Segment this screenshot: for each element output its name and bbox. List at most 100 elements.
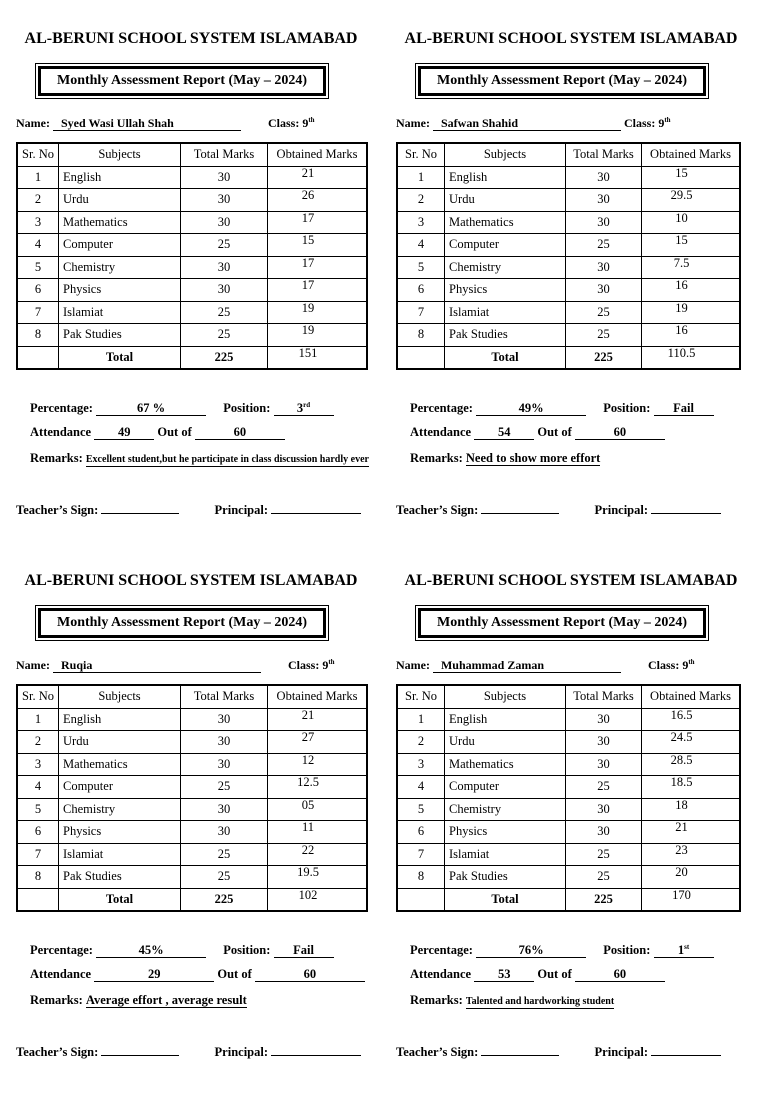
class-value: 9th [302,116,315,130]
sr-no: 1 [16,707,59,731]
subject: English [444,707,566,731]
remarks-row: Remarks: Excellent student,but he partic… [30,451,369,467]
remarks-value: Talented and hardworking student [465,996,615,1009]
subject: Chemistry [58,255,181,279]
table-row: 6 Physics 30 17 [16,278,368,302]
principal-sign-field[interactable] [651,513,722,514]
table-row: 8 Pak Studies 25 20 [396,865,741,889]
obtained-marks: 21 [267,165,368,189]
table-row: 5 Chemistry 30 17 [16,255,368,279]
grand-total: 225 [565,345,642,370]
sr-no: 3 [16,210,59,234]
subject: Mathematics [58,210,181,234]
subject: Computer [444,233,566,257]
name-label: Name: [396,658,430,672]
remarks-row: Remarks: Need to show more effort [410,451,601,466]
header-sr-no: Sr. No [396,684,445,709]
percentage-value: 45% [96,944,207,959]
name-label: Name: [16,658,50,672]
remarks-value: Need to show more effort [465,451,601,466]
subject: English [58,165,181,189]
out-of-label: Out of [537,967,572,981]
total-obtained: 110.5 [641,345,741,370]
table-row: 1 English 30 16.5 [396,707,741,731]
sr-no: 2 [16,188,59,212]
teacher-sign-field[interactable] [481,1055,560,1056]
principal-sign-field[interactable] [271,513,362,514]
attendance-value: 54 [474,426,535,440]
sr-no: 2 [396,730,445,754]
report-title: Monthly Assessment Report (May – 2024) [415,63,709,99]
table-row: 5 Chemistry 30 05 [16,797,368,821]
sr-no: 7 [16,300,59,324]
report-card: AL-BERUNI SCHOOL SYSTEM ISLAMABAD Monthl… [16,30,386,570]
student-name: Syed Wasi Ullah Shah [52,117,241,131]
header-obtained-marks: Obtained Marks [641,684,741,709]
sr-no: 7 [396,842,445,866]
out-of-label: Out of [157,425,192,439]
grand-total: 225 [565,887,642,912]
obtained-marks: 15 [641,233,741,257]
out-of-value: 60 [254,968,365,982]
out-of-value: 60 [574,426,665,440]
header-obtained-marks: Obtained Marks [267,684,368,709]
table-row: 8 Pak Studies 25 16 [396,323,741,347]
principal-sign-field[interactable] [651,1055,722,1056]
teacher-sign-field[interactable] [481,513,560,514]
report-card: AL-BERUNI SCHOOL SYSTEM ISLAMABAD Monthl… [16,572,386,1112]
total-row: Total 225 151 [16,345,368,370]
obtained-marks: 19 [641,300,741,324]
obtained-marks: 05 [267,797,368,821]
position-label: Position: [603,943,651,958]
student-name: Muhammad Zaman [432,659,621,673]
subject: Physics [444,278,566,302]
total-marks: 30 [180,797,268,821]
name-label: Name: [16,116,50,130]
teacher-sign-field[interactable] [101,1055,180,1056]
teacher-sign-label: Teacher’s Sign: [396,1045,479,1059]
subject: Islamiat [444,300,566,324]
obtained-marks: 18 [641,797,741,821]
remarks-row: Remarks: Talented and hardworking studen… [410,993,615,1009]
attendance-row: Attendance 54 Out of 60 [410,425,665,440]
obtained-marks: 16.5 [641,707,741,731]
table-row: 4 Computer 25 15 [396,233,741,257]
student-name: Ruqia [52,659,261,673]
table-row: 4 Computer 25 15 [16,233,368,257]
header-total-marks: Total Marks [565,684,642,709]
sr-no: 5 [16,255,59,279]
sr-no: 4 [16,775,59,799]
teacher-sign-field[interactable] [101,513,180,514]
obtained-marks: 17 [267,210,368,234]
total-marks: 25 [565,842,642,866]
total-row: Total 225 102 [16,887,368,912]
teacher-sign-label: Teacher’s Sign: [396,503,479,517]
header-total-marks: Total Marks [180,142,268,167]
table-row: 6 Physics 30 16 [396,278,741,302]
table-row: 8 Pak Studies 25 19 [16,323,368,347]
name-row: Name: Muhammad Zaman Class: 9th [396,658,756,673]
obtained-marks: 23 [641,842,741,866]
table-row: 3 Mathematics 30 12 [16,752,368,776]
attendance-value: 29 [94,968,215,982]
principal-sign-field[interactable] [271,1055,362,1056]
total-label: Total [444,345,566,370]
sr-no: 7 [396,300,445,324]
attendance-label: Attendance [30,425,92,439]
class-value: 9th [682,658,695,672]
marks-table: Sr. No Subjects Total Marks Obtained Mar… [396,142,741,370]
total-marks: 25 [180,233,268,257]
header-subjects: Subjects [444,684,566,709]
total-marks: 25 [180,865,268,889]
total-marks: 25 [565,323,642,347]
subject: Mathematics [58,752,181,776]
obtained-marks: 7.5 [641,255,741,279]
signature-row: Teacher’s Sign: Principal: [396,1045,722,1060]
obtained-marks: 11 [267,820,368,844]
school-name: AL-BERUNI SCHOOL SYSTEM ISLAMABAD [24,572,358,589]
principal-label: Principal: [594,503,649,517]
total-marks: 30 [565,278,642,302]
table-row: 7 Islamiat 25 19 [396,300,741,324]
sr-no: 4 [396,233,445,257]
marks-table: Sr. No Subjects Total Marks Obtained Mar… [16,142,368,370]
